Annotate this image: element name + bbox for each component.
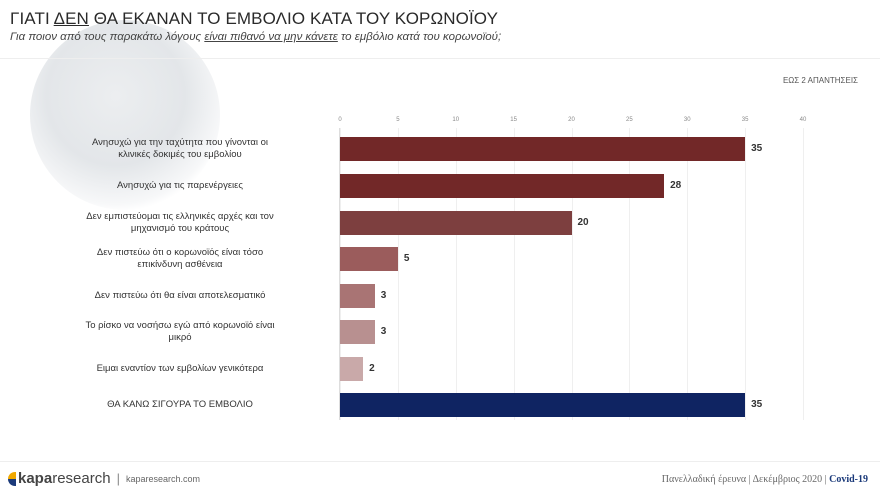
data-label: 35 [751, 399, 763, 410]
category-label-text: Δεν πιστεύω ότι ο κορωνοϊός είναι τόσο ε… [96, 247, 264, 270]
data-label: 3 [380, 290, 387, 301]
x-tick-label: 25 [626, 117, 633, 123]
bar [340, 284, 375, 308]
brand-logo: kapa research | kaparesearch.com [8, 470, 200, 487]
gridline [629, 128, 631, 420]
bar [340, 320, 375, 344]
page-title: ΓΙΑΤΙ ΔΕΝ ΘΑ ΕΚΑΝΑΝ ΤΟ ΕΜΒΟΛΙΟ ΚΑΤΑ ΤΟΥ … [10, 9, 499, 28]
gridline [745, 128, 747, 420]
category-label: Ανησυχώ για τις παρενέργειες [30, 174, 330, 198]
x-tick-label: 20 [568, 117, 575, 123]
virus-background-image [30, 20, 220, 210]
category-label-text: Δεν πιστεύω ότι θα είναι αποτελεσματικό [94, 290, 266, 301]
data-label: 20 [577, 217, 589, 228]
category-label: ΘΑ ΚΑΝΩ ΣΙΓΟΥΡΑ ΤΟ ΕΜΒΟΛΙΟ [30, 393, 330, 417]
category-label-text: Το ρίσκο να νοσήσω εγώ από κορωνοϊό είνα… [85, 320, 275, 343]
survey-info: Πανελλαδική έρευνα | Δεκέμβριος 2020 | C… [661, 474, 868, 485]
data-label: 5 [403, 253, 410, 264]
bar [340, 357, 364, 381]
bar [340, 247, 398, 271]
gridline [340, 128, 341, 420]
bar [340, 393, 746, 417]
data-label: 2 [369, 363, 375, 374]
bar [340, 174, 665, 198]
logo-mark-icon [8, 471, 16, 486]
x-tick-label: 30 [683, 117, 691, 123]
divider [0, 58, 880, 59]
website-link: kaparesearch.com [125, 473, 200, 484]
gridline [455, 128, 457, 420]
category-label-text: Δεν εμπιστεύομαι τις ελληνικές αρχές και… [86, 211, 274, 234]
page-subtitle: Για ποιον από τους παρακάτω λόγους είναι… [10, 31, 502, 43]
data-label: 35 [751, 143, 763, 154]
divider [0, 461, 880, 462]
category-label: Δεν πιστεύω ότι ο κορωνοϊός είναι τόσο ε… [30, 247, 330, 271]
gridline [687, 128, 689, 420]
category-label-text: Ειμαι εναντίον των εμβολίων γενικότερα [96, 363, 264, 374]
x-tick-label: 35 [741, 117, 749, 123]
category-label: Ειμαι εναντίον των εμβολίων γενικότερα [30, 357, 330, 381]
x-tick-label: 40 [799, 117, 807, 123]
x-tick-label: 0 [338, 117, 342, 123]
answers-note: ΕΩΣ 2 ΑΠΑΝΤΗΣΕΙΣ [782, 76, 858, 85]
data-label: 3 [380, 326, 387, 337]
category-label-text: Ανησυχώ για την ταχύτητα που γίνονται οι… [92, 137, 268, 160]
gridline [571, 128, 573, 420]
category-label-text: ΘΑ ΚΑΝΩ ΣΙΓΟΥΡΑ ΤΟ ΕΜΒΟΛΙΟ [107, 399, 253, 410]
data-label: 28 [670, 180, 682, 191]
bar [340, 137, 746, 161]
category-label: Το ρίσκο να νοσήσω εγώ από κορωνοϊό είνα… [30, 320, 330, 344]
y-axis-line [339, 128, 340, 420]
x-tick-label: 10 [452, 117, 460, 123]
category-label: Δεν πιστεύω ότι θα είναι αποτελεσματικό [30, 284, 330, 308]
gridline [513, 128, 515, 420]
x-tick-label: 5 [396, 117, 400, 123]
x-tick-label: 15 [510, 117, 517, 123]
bar [340, 211, 572, 235]
category-label: Δεν εμπιστεύομαι τις ελληνικές αρχές και… [30, 211, 330, 235]
gridline [803, 128, 804, 420]
category-label: Ανησυχώ για την ταχύτητα που γίνονται οι… [30, 137, 330, 161]
category-label-text: Ανησυχώ για τις παρενέργειες [117, 180, 243, 191]
gridline [397, 128, 399, 420]
